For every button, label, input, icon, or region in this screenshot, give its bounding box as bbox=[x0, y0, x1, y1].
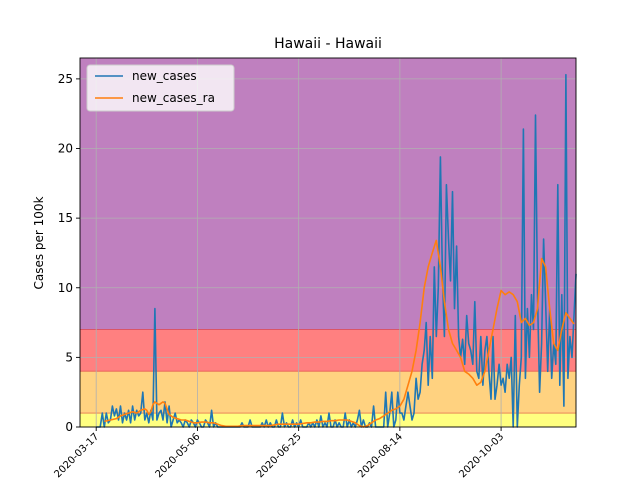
plot-area: 0 5 10 15 20 25 2020-03-17 2020-05-06 2020-06-25… bbox=[52, 57, 577, 480]
chart-title: Hawaii - Hawaii bbox=[274, 36, 382, 52]
x-tick-label-4: 2020-10-03 bbox=[457, 431, 506, 480]
x-tick-label-2: 2020-06-25 bbox=[255, 431, 304, 480]
y-tick-label-2: 10 bbox=[58, 281, 73, 295]
y-tick-label-5: 25 bbox=[58, 72, 73, 86]
axes-frame bbox=[79, 57, 577, 428]
y-tick-label-4: 20 bbox=[58, 142, 73, 156]
series-line-new_cases_ra bbox=[104, 239, 575, 428]
y-tick-label-3: 15 bbox=[58, 211, 73, 225]
y-axis-label: Cases per 100k bbox=[32, 196, 46, 289]
x-tick-label-0: 2020-03-17 bbox=[52, 431, 101, 480]
legend: new_cases new_cases_ra bbox=[86, 64, 235, 112]
band-1 bbox=[80, 371, 576, 414]
y-tick-label-0: 0 bbox=[65, 420, 73, 434]
legend-label-new_cases: new_cases bbox=[132, 69, 197, 83]
legend-box bbox=[86, 64, 235, 112]
x-tick-label-3: 2020-08-14 bbox=[356, 431, 405, 480]
x-tick-label-1: 2020-05-06 bbox=[154, 431, 203, 480]
y-tick-label-1: 5 bbox=[65, 350, 73, 364]
legend-label-new_cases_ra: new_cases_ra bbox=[132, 91, 215, 105]
